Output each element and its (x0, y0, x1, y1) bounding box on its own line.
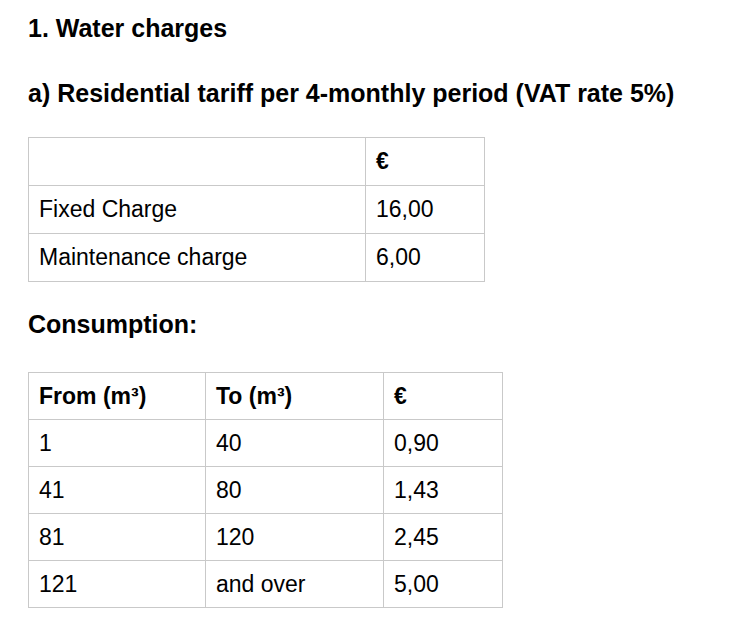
document-page: 1. Water charges a) Residential tariff p… (0, 0, 738, 608)
consumption-header-to-cell: To (m³) (206, 373, 384, 420)
consumption-header-row: From (m³) To (m³) € (29, 373, 503, 420)
table-row-tier-2: 41 80 1,43 (29, 467, 503, 514)
subheading-residential-tariff: a) Residential tariff per 4-monthly peri… (28, 79, 718, 108)
fixed-charge-amount-cell: 16,00 (366, 186, 485, 234)
fixed-charges-header-euro-cell: € (366, 138, 485, 186)
tier-3-to-cell: 120 (206, 514, 384, 561)
tier-4-rate-cell: 5,00 (384, 561, 503, 608)
tier-2-rate-cell: 1,43 (384, 467, 503, 514)
table-row-tier-1: 1 40 0,90 (29, 420, 503, 467)
tier-4-from-cell: 121 (29, 561, 206, 608)
tier-2-from-cell: 41 (29, 467, 206, 514)
fixed-charges-header-empty-cell (29, 138, 366, 186)
consumption-header-euro-cell: € (384, 373, 503, 420)
tier-3-from-cell: 81 (29, 514, 206, 561)
tier-3-rate-cell: 2,45 (384, 514, 503, 561)
table-row-maintenance-charge: Maintenance charge 6,00 (29, 234, 485, 282)
tier-1-from-cell: 1 (29, 420, 206, 467)
fixed-charges-header-row: € (29, 138, 485, 186)
tier-1-to-cell: 40 (206, 420, 384, 467)
tier-2-to-cell: 80 (206, 467, 384, 514)
table-row-tier-3: 81 120 2,45 (29, 514, 503, 561)
consumption-heading: Consumption: (28, 310, 718, 339)
tier-4-to-cell: and over (206, 561, 384, 608)
maintenance-charge-amount-cell: 6,00 (366, 234, 485, 282)
table-row-tier-4: 121 and over 5,00 (29, 561, 503, 608)
consumption-header-from-cell: From (m³) (29, 373, 206, 420)
section-heading-water-charges: 1. Water charges (28, 14, 718, 43)
tier-1-rate-cell: 0,90 (384, 420, 503, 467)
table-row-fixed-charge: Fixed Charge 16,00 (29, 186, 485, 234)
consumption-table: From (m³) To (m³) € 1 40 0,90 41 80 1,43… (28, 372, 503, 608)
fixed-charges-table: € Fixed Charge 16,00 Maintenance charge … (28, 137, 485, 282)
maintenance-charge-label-cell: Maintenance charge (29, 234, 366, 282)
fixed-charge-label-cell: Fixed Charge (29, 186, 366, 234)
